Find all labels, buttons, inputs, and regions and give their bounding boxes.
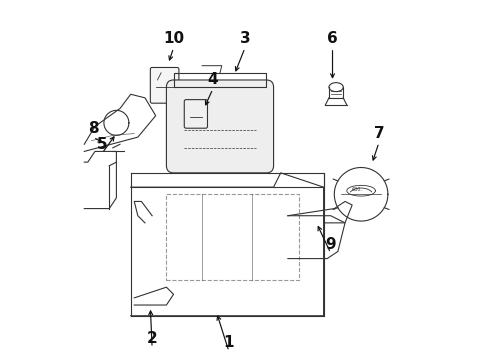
Text: 3: 3 [240,31,250,46]
FancyBboxPatch shape [150,67,179,103]
Text: 1: 1 [223,335,234,350]
FancyBboxPatch shape [184,100,207,128]
Text: 5: 5 [97,137,107,152]
Text: 8: 8 [88,121,98,136]
Text: 630.: 630. [352,187,363,192]
Text: 7: 7 [374,126,384,141]
FancyBboxPatch shape [167,80,273,173]
Text: 9: 9 [325,237,336,252]
Text: 2: 2 [147,332,157,346]
Text: 4: 4 [208,72,218,87]
Text: 6: 6 [327,31,338,46]
Text: 10: 10 [163,31,184,46]
